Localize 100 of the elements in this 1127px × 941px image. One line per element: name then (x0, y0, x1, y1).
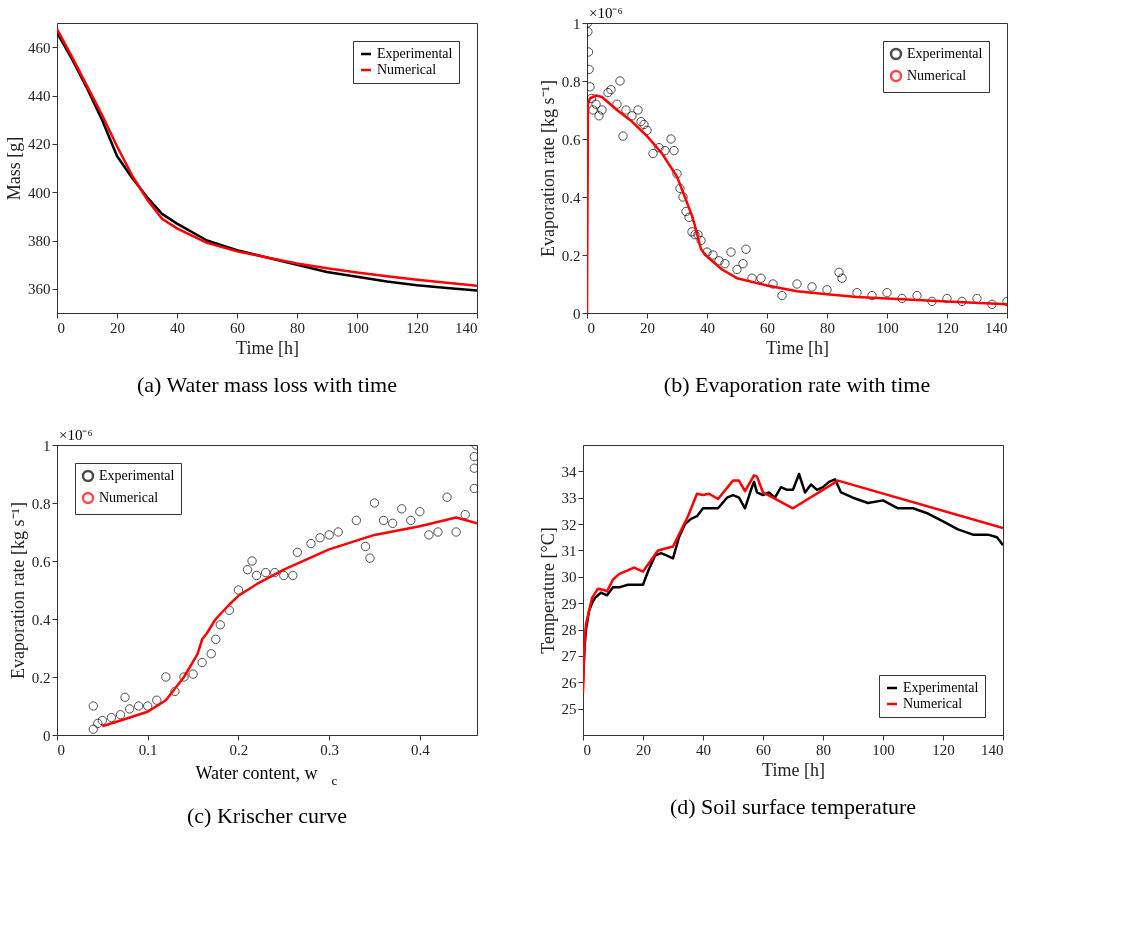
point (306, 538, 316, 549)
point (115, 710, 126, 720)
x-tick-label: 100 (876, 319, 899, 336)
text: (c) Krischer curve (186, 803, 348, 828)
point (433, 527, 443, 537)
x-axis-title: Time [h] (236, 337, 299, 358)
point (247, 556, 257, 566)
x-tick-label: 140 (981, 741, 1004, 758)
x-tick-label: 0 (587, 319, 595, 336)
point (188, 669, 198, 679)
x-tick-label: 0 (57, 319, 65, 336)
point (224, 605, 235, 615)
point (365, 553, 375, 563)
point (469, 483, 477, 494)
y-tick-label: 460 (28, 39, 51, 56)
legend-label: Numerical (907, 68, 967, 83)
x-tick-label: 120 (932, 741, 955, 758)
y-tick-label: 0 (43, 727, 51, 744)
point (360, 541, 371, 552)
x-tick-label: 100 (872, 741, 895, 758)
x-axis-title: Time [h] (766, 337, 829, 358)
legend-label: Experimental (903, 680, 979, 695)
point (333, 527, 343, 537)
point (451, 527, 461, 537)
point (215, 620, 225, 630)
x-tick-label: 60 (756, 741, 771, 758)
legend-label: Numerical (99, 490, 159, 505)
x-tick-label: 60 (760, 319, 775, 336)
point (88, 701, 98, 711)
x-tick-label: 20 (110, 319, 125, 336)
x-tick-label: 100 (346, 319, 369, 336)
x-tick-label: 140 (455, 319, 478, 336)
y-tick-label: 29 (561, 595, 577, 612)
x-tick-label: 40 (700, 319, 715, 336)
point (161, 672, 171, 682)
x-tick-label: 140 (985, 319, 1008, 336)
point (469, 463, 477, 473)
point (406, 515, 416, 526)
text: ×10⁻⁶ (59, 427, 93, 443)
point (179, 672, 189, 682)
point (97, 715, 108, 726)
point (442, 492, 452, 502)
line-series (101, 516, 477, 728)
line-series (587, 94, 1007, 313)
point (270, 567, 280, 578)
point (351, 515, 362, 526)
y-tick-label: 1 (43, 437, 51, 454)
point (106, 712, 117, 723)
text: (d) Soil surface temperature (669, 794, 917, 819)
point (170, 686, 180, 697)
point (88, 724, 98, 734)
point (292, 547, 303, 557)
point (378, 515, 389, 526)
point (124, 704, 135, 714)
x-tick-label: 40 (170, 319, 185, 336)
x-tick-label: 120 (406, 319, 429, 336)
point (120, 692, 130, 702)
x-tick-label: 20 (640, 319, 655, 336)
y-tick-label: 26 (561, 674, 577, 691)
x-tick-label: 40 (696, 741, 711, 758)
x-tick-label: 80 (820, 319, 835, 336)
y-tick-label: 0.4 (561, 189, 581, 206)
y-tick-label: 0.4 (31, 611, 51, 628)
y-tick-label: 34 (561, 463, 577, 480)
point (197, 657, 207, 668)
y-tick-label: 420 (28, 136, 51, 153)
y-tick-label: 440 (28, 88, 51, 104)
y-tick-label: 0 (573, 305, 581, 322)
point (206, 649, 216, 659)
x-tick-label: 0.3 (320, 741, 340, 758)
point (415, 507, 425, 517)
y-tick-label: 1 (573, 15, 581, 32)
legend-label: Experimental (377, 46, 453, 61)
point (424, 530, 434, 540)
y-tick-label: 0.8 (31, 495, 51, 512)
y-tick-label: 360 (28, 281, 51, 298)
point (242, 565, 253, 575)
x-tick-label: 60 (230, 319, 245, 336)
x-tick-label: 0.1 (138, 741, 158, 758)
x-tick-label: 80 (290, 319, 305, 336)
x-tick-label: 0.2 (229, 741, 249, 758)
y-tick-label: 30 (561, 569, 577, 586)
point (397, 504, 407, 514)
y-tick-label: 33 (561, 490, 577, 507)
y-tick-label: 0.6 (31, 553, 51, 570)
y-tick-label: 27 (561, 648, 577, 665)
point (369, 498, 380, 508)
point (211, 634, 221, 644)
y-tick-label: 400 (28, 184, 51, 201)
y-tick-label: 25 (561, 701, 577, 718)
y-tick-label: 28 (561, 622, 577, 639)
x-tick-label: 0 (57, 741, 65, 758)
point (469, 451, 477, 462)
legend-label: Numerical (377, 62, 437, 77)
y-axis-title: Evaporation rate [kg s⁻¹] (537, 80, 558, 257)
x-tick-label: 20 (636, 741, 651, 758)
point (93, 718, 103, 729)
point (288, 570, 298, 581)
text: (b) Evaporation rate with time (663, 372, 931, 397)
y-tick-label: 0.2 (561, 247, 581, 264)
